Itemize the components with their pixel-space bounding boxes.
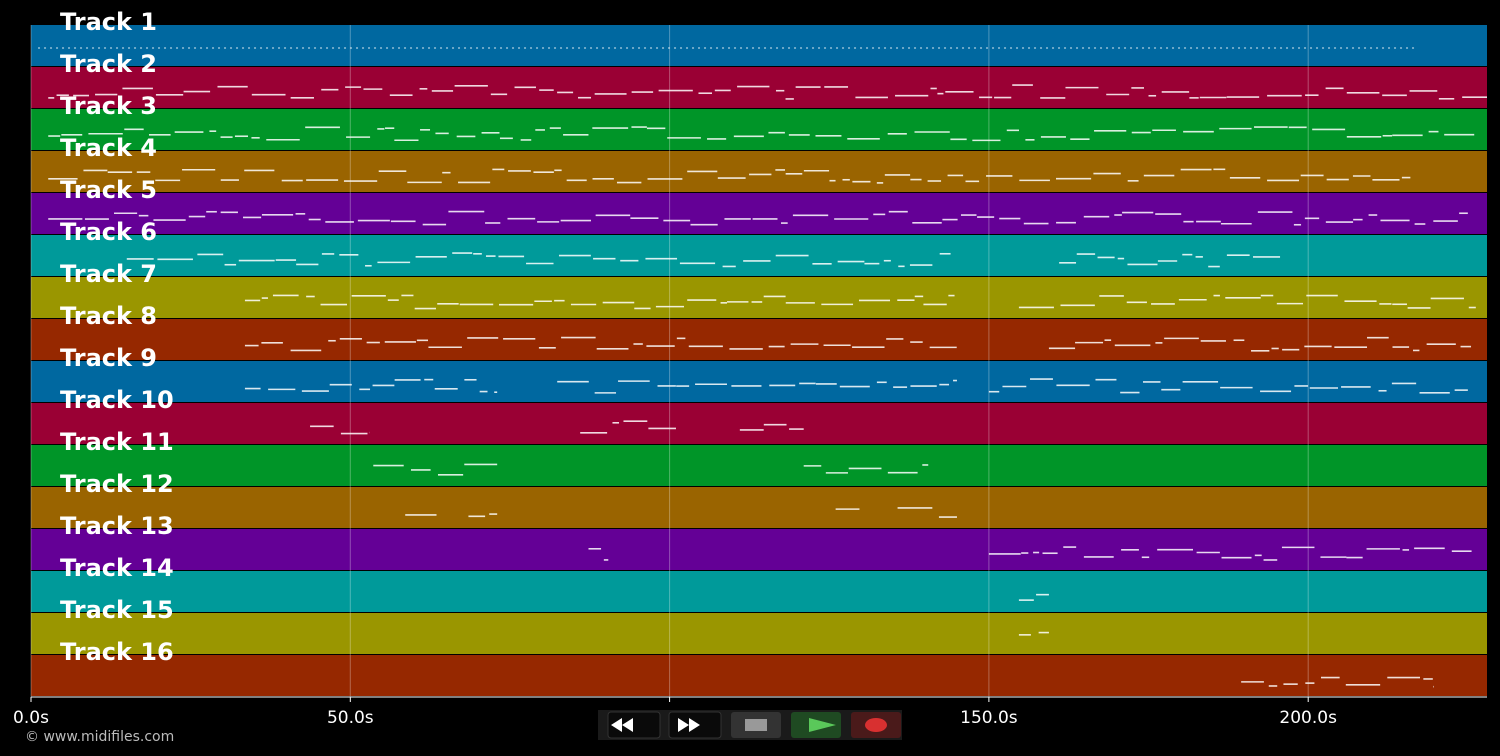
track-label: Track 9 xyxy=(60,344,157,372)
note-segment xyxy=(126,252,951,268)
track-rows xyxy=(31,25,1487,696)
play-icon xyxy=(809,718,836,732)
rewind-button[interactable] xyxy=(607,711,661,739)
note-segment xyxy=(1018,294,1476,309)
note-segment xyxy=(468,513,498,518)
note-segment xyxy=(1018,631,1049,636)
track-row xyxy=(31,571,1487,612)
track-row xyxy=(31,529,1487,570)
x-tick-label: 50.0s xyxy=(327,708,374,728)
track-label: Track 16 xyxy=(60,638,174,666)
record-button[interactable] xyxy=(851,712,901,738)
note-segment xyxy=(580,420,676,434)
track-label: Track 2 xyxy=(60,50,157,78)
note-segment xyxy=(48,210,1468,226)
track-row xyxy=(31,277,1487,318)
transport-controls xyxy=(598,710,902,740)
stop-icon xyxy=(745,719,767,731)
track-row xyxy=(31,445,1487,486)
record-icon xyxy=(865,718,887,732)
track-label: Track 15 xyxy=(60,596,174,624)
x-tick-label: 150.0s xyxy=(960,708,1018,728)
stop-button[interactable] xyxy=(731,712,781,738)
note-segment xyxy=(48,126,1475,142)
play-button[interactable] xyxy=(791,712,841,738)
track-row xyxy=(31,487,1487,528)
note-segment xyxy=(310,425,370,435)
note-segment xyxy=(557,379,957,394)
note-segment xyxy=(244,378,498,394)
track-row xyxy=(31,655,1487,696)
note-segment xyxy=(1241,676,1434,688)
note-segment xyxy=(739,423,804,431)
note-segment xyxy=(1048,336,1472,352)
track-row xyxy=(31,235,1487,276)
note-segment xyxy=(1059,253,1281,268)
track-label: Track 3 xyxy=(60,92,157,120)
note-segment xyxy=(1018,593,1049,601)
track-labels: Track 1 Track 2 Track 3 Track 4 Track 5 Track… xyxy=(60,8,174,666)
note-segment xyxy=(988,546,1472,561)
track-row xyxy=(31,109,1487,150)
track-row xyxy=(31,319,1487,360)
forward-icon xyxy=(678,718,700,732)
note-segment xyxy=(803,464,929,474)
button[interactable] xyxy=(607,711,661,739)
track-row xyxy=(31,151,1487,192)
note-segment xyxy=(48,84,1487,100)
track-label: Track 5 xyxy=(60,176,157,204)
track-label: Track 6 xyxy=(60,218,157,246)
track-row xyxy=(31,361,1487,402)
forward-button[interactable] xyxy=(668,711,722,739)
track-row xyxy=(31,67,1487,108)
notes xyxy=(38,47,1487,688)
track-row xyxy=(31,25,1487,66)
track-label: Track 11 xyxy=(60,428,174,456)
note-segment xyxy=(588,547,609,561)
rewind-icon xyxy=(611,718,633,732)
track-label: Track 4 xyxy=(60,134,157,162)
track-row xyxy=(31,613,1487,654)
track-row xyxy=(31,403,1487,444)
note-segment xyxy=(373,463,498,476)
track-label: Track 8 xyxy=(60,302,157,330)
footer: © www.midifiles.com xyxy=(25,729,174,745)
track-row xyxy=(31,193,1487,234)
note-segment xyxy=(48,168,1411,184)
x-tick-label: 0.0s xyxy=(13,708,49,728)
track-label: Track 12 xyxy=(60,470,174,498)
track-label: Track 1 xyxy=(60,8,157,36)
track-label: Track 7 xyxy=(60,260,157,288)
x-tick-label: 200.0s xyxy=(1279,708,1337,728)
note-segment xyxy=(244,294,955,310)
track-label: Track 10 xyxy=(60,386,174,414)
note-segment xyxy=(988,378,1468,394)
note-segment xyxy=(897,507,957,518)
note-segment xyxy=(244,336,957,352)
track-label: Track 13 xyxy=(60,512,174,540)
track-label: Track 14 xyxy=(60,554,174,582)
